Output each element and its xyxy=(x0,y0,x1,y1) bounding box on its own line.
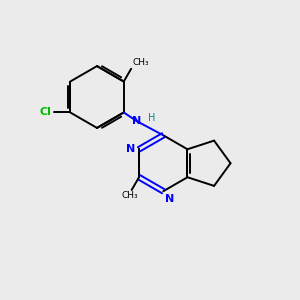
Text: CH₃: CH₃ xyxy=(122,191,139,200)
Text: H: H xyxy=(148,113,156,123)
Text: Cl: Cl xyxy=(40,107,52,118)
Text: CH₃: CH₃ xyxy=(133,58,149,67)
Text: N: N xyxy=(165,194,174,204)
Text: N: N xyxy=(132,116,142,126)
Text: N: N xyxy=(126,144,136,154)
